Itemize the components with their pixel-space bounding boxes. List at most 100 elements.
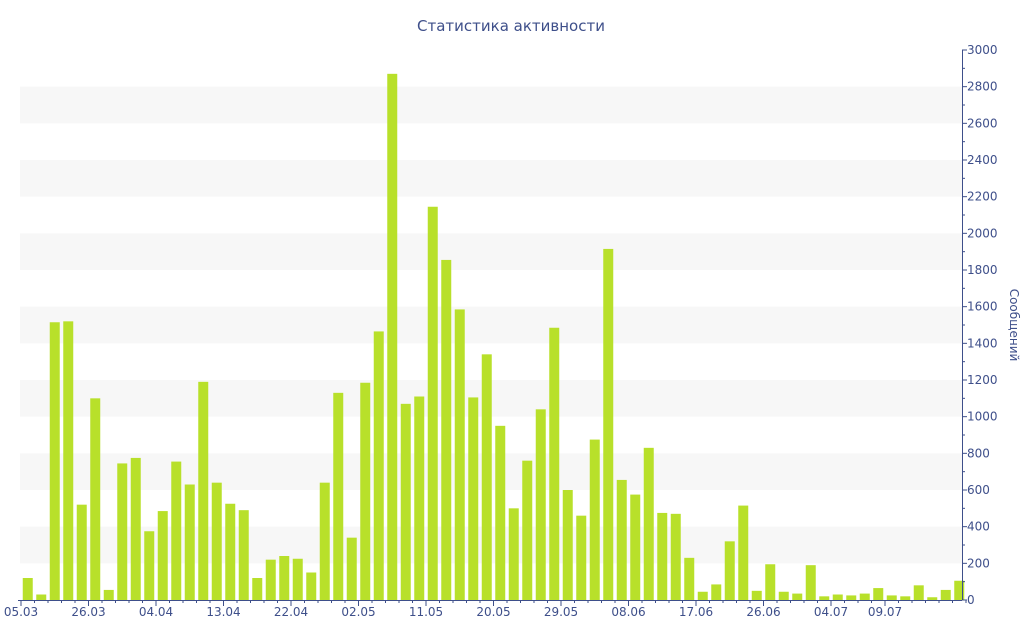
grid-band <box>20 86 962 124</box>
bar-43 <box>603 248 614 601</box>
bar-21 <box>306 572 317 600</box>
bar-6 <box>103 589 114 600</box>
bar-39 <box>549 327 560 600</box>
y-tick-label: 1200 <box>967 373 998 387</box>
x-tick-label: 11.05 <box>409 605 443 619</box>
bar-66 <box>913 585 924 600</box>
bar-37 <box>522 460 533 600</box>
bar-22 <box>319 482 330 600</box>
bar-15 <box>225 503 236 600</box>
bar-13 <box>198 381 209 600</box>
bar-24 <box>346 537 357 600</box>
x-tick-label: 29.05 <box>544 605 578 619</box>
y-axis-title: Сообщений <box>1007 289 1021 362</box>
bar-51 <box>711 584 722 600</box>
y-tick-label: 2600 <box>967 116 998 130</box>
x-tick-label: 05.03 <box>4 605 38 619</box>
bar-2 <box>49 322 60 600</box>
bar-49 <box>684 557 695 600</box>
x-tick-label: 26.06 <box>746 605 780 619</box>
grid-band <box>20 306 962 344</box>
y-tick-label: 3000 <box>967 43 998 57</box>
x-tick-label: 09.07 <box>868 605 902 619</box>
grid-bands <box>20 86 962 564</box>
bar-11 <box>171 461 182 600</box>
bar-19 <box>279 556 290 600</box>
y-tick-label: 2200 <box>967 190 998 204</box>
x-tick-label: 20.05 <box>476 605 510 619</box>
x-tick-label: 26.03 <box>71 605 105 619</box>
bar-32 <box>454 309 465 600</box>
bar-16 <box>238 510 249 600</box>
x-tick-label: 22.04 <box>274 605 308 619</box>
chart-title: Статистика активности <box>417 17 605 35</box>
bar-68 <box>940 589 951 600</box>
bar-5 <box>90 398 101 600</box>
grid-band <box>20 160 962 197</box>
bar-31 <box>441 259 452 600</box>
bar-28 <box>400 403 411 600</box>
y-tick-label: 2800 <box>967 80 998 94</box>
bar-47 <box>657 512 668 600</box>
bar-20 <box>292 558 303 600</box>
bar-8 <box>130 457 141 600</box>
bar-44 <box>616 479 627 600</box>
y-tick-label: 200 <box>967 556 990 570</box>
bar-60 <box>832 594 843 600</box>
x-tick-label: 13.04 <box>206 605 240 619</box>
bar-series <box>22 73 965 601</box>
grid-band <box>20 233 962 270</box>
bar-29 <box>414 396 425 600</box>
bar-1 <box>36 594 47 600</box>
y-tick-label: 800 <box>967 446 990 460</box>
bar-26 <box>373 331 384 600</box>
bar-67 <box>927 597 938 600</box>
bar-0 <box>22 578 33 600</box>
x-tick-label: 08.06 <box>611 605 645 619</box>
bar-25 <box>360 382 371 600</box>
bar-61 <box>846 595 857 600</box>
bar-65 <box>900 596 911 600</box>
bar-54 <box>751 590 762 600</box>
bar-38 <box>535 409 546 600</box>
bar-41 <box>576 515 587 600</box>
y-tick-label: 1800 <box>967 263 998 277</box>
bar-27 <box>387 73 398 600</box>
bar-46 <box>643 447 654 600</box>
bar-57 <box>792 593 803 600</box>
bar-7 <box>117 463 128 600</box>
bar-18 <box>265 559 276 600</box>
x-axis-ticks: 05.03 26.03 04.04 13.04 22.04 02.05 11.05 20.05… <box>4 600 967 619</box>
x-tick-label: 04.04 <box>139 605 173 619</box>
y-tick-label: 2000 <box>967 226 998 240</box>
bar-4 <box>76 504 87 600</box>
bar-52 <box>724 541 735 600</box>
bar-36 <box>508 508 519 600</box>
bar-35 <box>495 425 506 600</box>
y-tick-label: 1000 <box>967 410 998 424</box>
bar-50 <box>697 591 708 600</box>
x-tick-label: 17.06 <box>679 605 713 619</box>
bar-45 <box>630 494 641 600</box>
y-tick-label: 1400 <box>967 336 998 350</box>
y-tick-label: 600 <box>967 483 990 497</box>
bar-48 <box>670 513 681 600</box>
y-tick-label: 2400 <box>967 153 998 167</box>
bar-30 <box>427 206 438 600</box>
bar-3 <box>63 321 74 600</box>
bar-40 <box>562 490 573 600</box>
y-axis-ticks: 0 200 400 600 800 1000 1200 1400 1600 1800 2000 220… <box>962 43 998 607</box>
bar-23 <box>333 392 344 600</box>
bar-17 <box>252 578 263 600</box>
bar-14 <box>211 482 222 600</box>
x-tick-label: 04.07 <box>814 605 848 619</box>
bar-10 <box>157 511 168 600</box>
bar-69 <box>954 580 965 600</box>
bar-34 <box>481 354 492 600</box>
y-tick-label: 0 <box>967 593 975 607</box>
bar-64 <box>886 595 897 600</box>
y-tick-label: 1600 <box>967 300 998 314</box>
bar-58 <box>805 565 816 600</box>
